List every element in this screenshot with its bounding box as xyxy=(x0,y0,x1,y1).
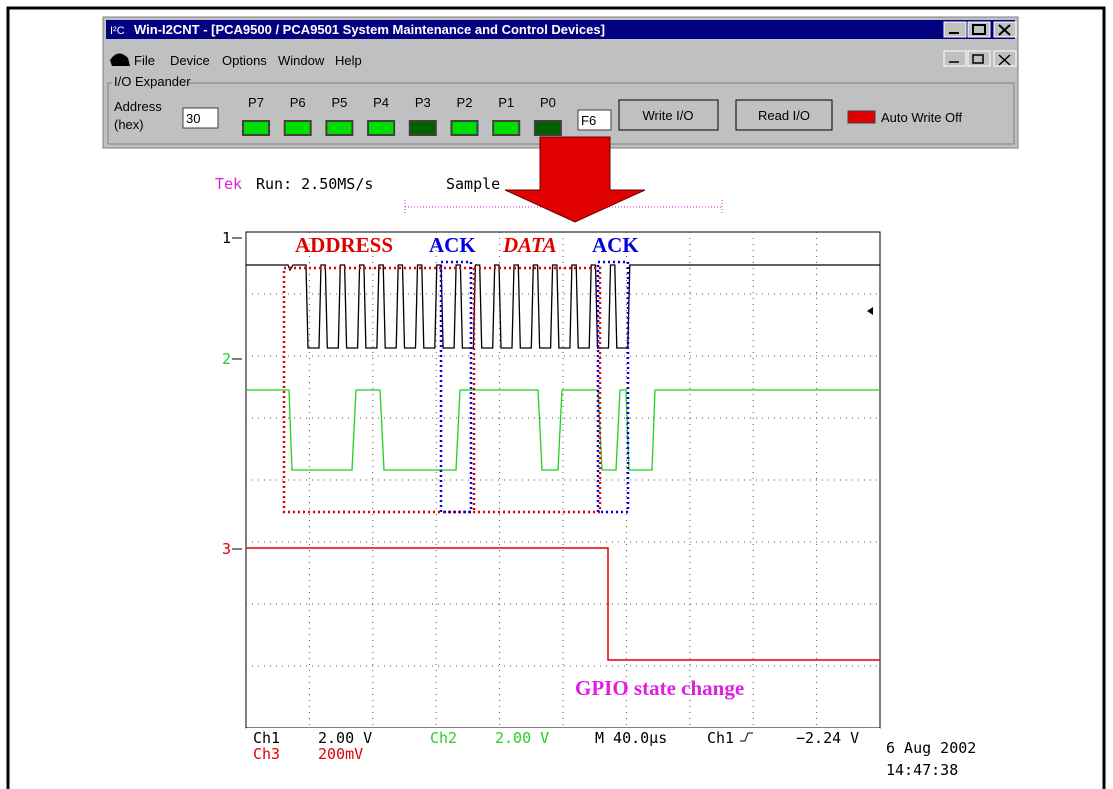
hex-value: F6 xyxy=(581,113,596,128)
menu-item[interactable]: Help xyxy=(335,53,362,68)
scope-brand: Tek xyxy=(215,175,242,193)
annotation: ACK xyxy=(592,233,639,257)
pin-label: P6 xyxy=(290,95,306,110)
page: I²C Win-I2CNT - [PCA9500 / PCA9501 Syste… xyxy=(0,0,1113,789)
auto-write-label: Auto Write Off xyxy=(881,110,963,125)
date: 6 Aug 2002 xyxy=(886,739,976,757)
pin-label: P0 xyxy=(540,95,556,110)
pin-led[interactable] xyxy=(326,121,352,135)
window-title: Win-I2CNT - [PCA9500 / PCA9501 System Ma… xyxy=(134,22,605,37)
pin-led[interactable] xyxy=(410,121,436,135)
pin-label: P5 xyxy=(331,95,347,110)
readout: 2.00 V xyxy=(495,729,549,747)
auto-write-led[interactable] xyxy=(848,111,875,123)
menu-item[interactable]: Options xyxy=(222,53,267,68)
pin-label: P3 xyxy=(415,95,431,110)
channel-marker: 3 xyxy=(222,540,231,558)
app-icon: I²C xyxy=(110,25,125,37)
annotation: DATA xyxy=(502,233,557,257)
pin-label: P2 xyxy=(457,95,473,110)
readout: Ch2 xyxy=(430,729,457,747)
readout: Ch3 xyxy=(253,745,280,763)
time: 14:47:38 xyxy=(886,761,958,779)
address-label: (hex) xyxy=(114,117,144,132)
channel-marker: 1 xyxy=(222,229,231,247)
pin-led[interactable] xyxy=(243,121,269,135)
arrow xyxy=(505,137,645,222)
menu-item[interactable]: Window xyxy=(278,53,325,68)
address-label: Address xyxy=(114,99,162,114)
pin-label: P4 xyxy=(373,95,389,110)
pin-led[interactable] xyxy=(452,121,478,135)
read-button-label: Read I/O xyxy=(758,108,810,123)
channel-marker: 2 xyxy=(222,350,231,368)
pin-led[interactable] xyxy=(368,121,394,135)
address-value: 30 xyxy=(186,111,200,126)
scope-run: Run: 2.50MS/s xyxy=(256,175,373,193)
scope-screen xyxy=(246,232,880,728)
pin-label: P7 xyxy=(248,95,264,110)
pin-led[interactable] xyxy=(535,121,561,135)
write-button-label: Write I/O xyxy=(642,108,693,123)
annotation: ACK xyxy=(429,233,476,257)
pin-led[interactable] xyxy=(493,121,519,135)
readout: M 40.0µs xyxy=(595,729,667,747)
readout: 200mV xyxy=(318,745,363,763)
menu-item[interactable]: Device xyxy=(170,53,210,68)
scope-mode: Sample xyxy=(446,175,500,193)
menu-item[interactable]: File xyxy=(134,53,155,68)
annotation: GPIO state change xyxy=(575,676,744,700)
annotation: ADDRESS xyxy=(295,233,393,257)
pin-label: P1 xyxy=(498,95,514,110)
group-label: I/O Expander xyxy=(114,74,191,89)
readout: −2.24 V xyxy=(796,729,859,747)
pin-led[interactable] xyxy=(285,121,311,135)
readout: Ch1 xyxy=(707,729,734,747)
